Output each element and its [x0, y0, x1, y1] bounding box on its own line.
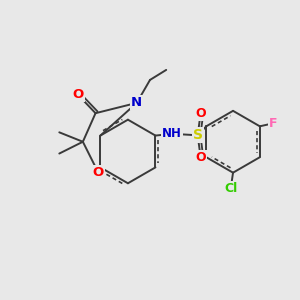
- Text: F: F: [269, 117, 277, 130]
- Text: O: O: [195, 107, 206, 120]
- Text: O: O: [72, 88, 83, 101]
- Text: S: S: [193, 128, 203, 142]
- Text: N: N: [131, 96, 142, 110]
- Text: O: O: [195, 151, 206, 164]
- Text: NH: NH: [162, 127, 182, 140]
- Text: O: O: [93, 167, 104, 179]
- Text: Cl: Cl: [224, 182, 237, 195]
